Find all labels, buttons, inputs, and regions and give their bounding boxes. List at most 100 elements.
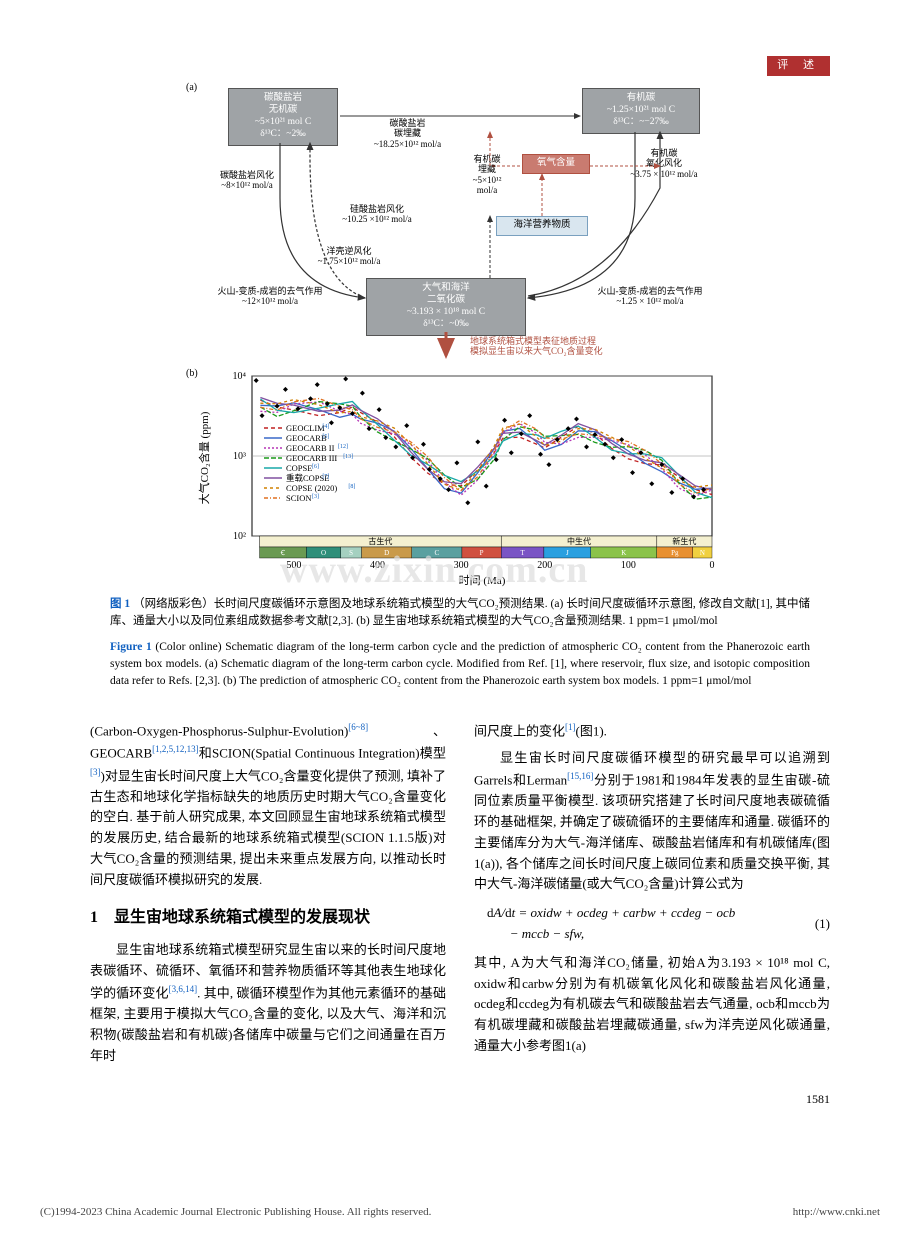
t: 有机碳 xyxy=(614,148,714,158)
svg-text:0: 0 xyxy=(710,560,715,571)
ref[interactable]: [15,16] xyxy=(567,771,593,781)
svg-text:10²: 10² xyxy=(233,531,246,542)
box-carbonate-rock: 碳酸盐岩 无机碳 ~5×10²¹ mol C δ¹³C：~2‰ xyxy=(228,88,338,146)
flux-volcano-right: 火山-变质-成岩的去气作用 ~1.25 × 10¹² mol/a xyxy=(570,286,730,307)
svg-text:400: 400 xyxy=(370,560,385,571)
svg-text:[13]: [13] xyxy=(343,454,353,460)
eq-body: dA/dt = oxidw + ocdeg + carbw + ccdeg − … xyxy=(474,903,735,945)
svg-text:100: 100 xyxy=(621,560,636,571)
ref[interactable]: [3] xyxy=(90,767,101,777)
t: 碳酸盐岩 xyxy=(360,118,455,128)
svg-text:[6]: [6] xyxy=(312,464,319,470)
flux-org-burial: 有机碳 埋藏 ~5×10¹² mol/a xyxy=(458,154,516,195)
text: 有机碳 xyxy=(589,93,693,105)
svg-text:10⁴: 10⁴ xyxy=(233,371,247,382)
para: 显生宙地球系统箱式模型研究显生宙以来的长时间尺度地表碳循环、硫循环、氧循环和营养… xyxy=(90,940,446,1066)
svg-text:[4]: [4] xyxy=(322,424,329,430)
t: ~5×10¹² xyxy=(458,175,516,185)
svg-text:J: J xyxy=(566,549,569,557)
figure-1-panel-a: (a) 碳酸盐岩 无机碳 ~5×10²¹ mol C δ¹³C：~2‰ 有机碳 … xyxy=(190,88,730,368)
eq-num: (1) xyxy=(815,914,830,935)
panel-a-label: (a) xyxy=(186,82,197,94)
text: δ¹³C：~−27‰ xyxy=(589,117,693,129)
para: (Carbon-Oxygen-Phosphorus-Sulphur-Evolut… xyxy=(90,720,446,890)
body-columns: (Carbon-Oxygen-Phosphorus-Sulphur-Evolut… xyxy=(90,720,830,1072)
t: 和SCION(Spatial Continuous Integration)模型 xyxy=(199,746,446,761)
svg-text:O: O xyxy=(321,549,326,557)
ref[interactable]: [1] xyxy=(565,722,576,732)
t: 有机碳 xyxy=(458,154,516,164)
box-oxygen: 氧气含量 xyxy=(522,154,590,174)
t: mol/a xyxy=(458,185,516,195)
svg-text:N: N xyxy=(700,549,705,557)
svg-text:200: 200 xyxy=(537,560,552,571)
footer-url: http://www.cnki.net xyxy=(793,1204,880,1222)
column-left: (Carbon-Oxygen-Phosphorus-Sulphur-Evolut… xyxy=(90,720,446,1072)
text: ~1.25×10²¹ mol C xyxy=(589,105,693,117)
svg-text:C: C xyxy=(435,549,440,557)
box-nutrient: 海洋营养物质 xyxy=(496,216,588,236)
t: 硅酸盐岩风化 xyxy=(330,204,424,214)
figlabel: 图 1 xyxy=(110,598,130,610)
svg-text:古生代: 古生代 xyxy=(368,536,392,546)
svg-text:中生代: 中生代 xyxy=(567,536,591,546)
svg-text:D: D xyxy=(384,549,389,557)
chart-svg: 古生代中生代新生代ꞒOSDCPTJKPgN 大气CO₂含量 (ppm) 时间 (… xyxy=(190,368,730,588)
t: ~8×10¹² mol/a xyxy=(200,180,294,190)
flux-org-oxid: 有机碳 氧化风化 ~3.75 × 10¹² mol/a xyxy=(614,148,714,179)
svg-text:SCION: SCION xyxy=(286,493,312,503)
t: ×10¹² mol/a xyxy=(370,214,412,224)
svg-text:S: S xyxy=(349,549,353,557)
para: 显生宙长时间尺度碳循环模型的研究最早可以追溯到Garrels和Lerman[15… xyxy=(474,748,830,895)
figure-1-caption-cn: 图 1 （网络版彩色）长时间尺度碳循环示意图及地球系统箱式模型的大气CO₂预测结… xyxy=(110,596,810,631)
t: ~3.75 × 10¹² mol/a xyxy=(614,169,714,179)
svg-text:[8]: [8] xyxy=(348,484,355,490)
t: ~12×10¹² mol/a xyxy=(190,296,350,306)
svg-text:GEOCARB: GEOCARB xyxy=(286,433,327,443)
flux-carb-burial: 碳酸盐岩 碳埋藏 ~18.25×10¹² mol/a xyxy=(360,118,455,149)
footer-copyright: (C)1994-2023 China Academic Journal Elec… xyxy=(40,1204,431,1222)
svg-text:[12]: [12] xyxy=(338,444,348,450)
para: 其中, A为大气和海洋CO₂储量, 初始A为3.193 × 10¹⁸ mol C… xyxy=(474,953,830,1057)
svg-text:[7]: [7] xyxy=(322,474,329,480)
svg-text:COPSE: COPSE xyxy=(286,463,312,473)
t: 火山-变质-成岩的去气作用 xyxy=(570,286,730,296)
t: (图1). xyxy=(576,724,607,739)
svg-text:GEOCARB II: GEOCARB II xyxy=(286,443,335,453)
t: 大气和海洋 xyxy=(373,283,519,295)
t: 火山-变质-成岩的去气作用 xyxy=(190,286,350,296)
captiontext: (Color online) Schematic diagram of the … xyxy=(110,641,810,688)
text: δ¹³C：~2‰ xyxy=(235,129,331,141)
figure-1: (a) 碳酸盐岩 无机碳 ~5×10²¹ mol C δ¹³C：~2‰ 有机碳 … xyxy=(90,88,830,690)
t: δ¹³C：~0‰ xyxy=(373,319,519,331)
captiontext: （网络版彩色）长时间尺度碳循环示意图及地球系统箱式模型的大气CO₂预测结果. (… xyxy=(110,598,810,627)
footer: (C)1994-2023 China Academic Journal Elec… xyxy=(0,1200,920,1233)
t: ~1.75×10¹² mol/a xyxy=(296,256,402,266)
t: 洋壳逆风化 xyxy=(296,246,402,256)
ref[interactable]: [3,6,14] xyxy=(169,984,198,994)
svg-text:时间 (Ma): 时间 (Ma) xyxy=(459,574,506,587)
figlabel: Figure 1 xyxy=(110,641,152,653)
svg-text:[3]: [3] xyxy=(312,494,319,500)
t: 地球系统箱式模型表征地质过程 xyxy=(470,336,690,346)
para: 间尺度上的变化[1](图1). xyxy=(474,720,830,742)
svg-text:T: T xyxy=(520,549,525,557)
flux-volcano-left: 火山-变质-成岩的去气作用 ~12×10¹² mol/a xyxy=(190,286,350,307)
bottom-note: 地球系统箱式模型表征地质过程 模拟显生宙以来大气CO₂含量变化 xyxy=(470,336,690,357)
svg-text:10³: 10³ xyxy=(233,451,246,462)
section-heading-1: 1 显生宙地球系统箱式模型的发展现状 xyxy=(90,905,446,931)
panel-b-label: (b) xyxy=(186,366,198,382)
svg-text:300: 300 xyxy=(454,560,469,571)
t: 碳埋藏 xyxy=(360,128,455,138)
svg-text:P: P xyxy=(480,549,484,557)
svg-text:Pg: Pg xyxy=(671,549,679,557)
flux-silicate: 硅酸盐岩风化 ~10.25 ×10¹² mol/a xyxy=(330,204,424,225)
svg-text:GEOCLIM: GEOCLIM xyxy=(286,423,325,433)
ref[interactable]: [1,2,5,12,13] xyxy=(152,744,199,754)
t: ~3.193 × 10¹⁸ mol C xyxy=(373,307,519,319)
ref[interactable]: [6~8] xyxy=(348,722,368,732)
svg-text:GEOCARB III: GEOCARB III xyxy=(286,453,337,463)
svg-text:K: K xyxy=(621,549,626,557)
svg-text:大气CO₂含量 (ppm): 大气CO₂含量 (ppm) xyxy=(197,411,211,504)
svg-text:COPSE (2020): COPSE (2020) xyxy=(286,483,337,493)
